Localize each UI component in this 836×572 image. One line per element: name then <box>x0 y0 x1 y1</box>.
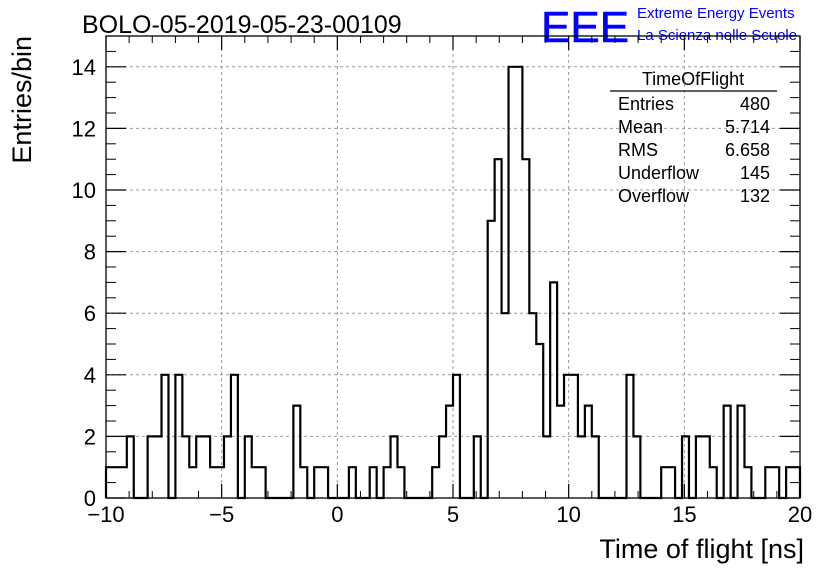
x-tick-label: 15 <box>672 502 696 527</box>
stats-row-value: 5.714 <box>725 117 770 137</box>
logo-line-1: Extreme Energy Events <box>637 5 795 22</box>
stats-row-value: 480 <box>740 94 770 114</box>
experiment-logo: EEE Extreme Energy Events La Scienza nel… <box>541 3 797 53</box>
y-tick-label: 4 <box>84 363 96 388</box>
stats-row-value: 132 <box>740 186 770 206</box>
stats-row-value: 6.658 <box>725 140 770 160</box>
y-tick-label: 10 <box>72 178 96 203</box>
y-tick-label: 14 <box>72 55 96 80</box>
stats-row-label: RMS <box>618 140 658 160</box>
x-tick-label: 0 <box>331 502 343 527</box>
stats-row-value: 145 <box>740 163 770 183</box>
stats-box: TimeOfFlight Entries 480 Mean 5.714 RMS 6.658… <box>610 69 777 206</box>
x-tick-label: 10 <box>556 502 580 527</box>
x-tick-label: 20 <box>788 502 812 527</box>
stats-title: TimeOfFlight <box>642 69 744 89</box>
x-tick-label: 5 <box>447 502 459 527</box>
x-axis-label: Time of flight [ns] <box>599 534 804 564</box>
y-tick-label: 12 <box>72 116 96 141</box>
y-tick-label: 0 <box>84 486 96 511</box>
histogram-outline <box>104 65 802 500</box>
grid <box>106 36 800 498</box>
y-tick-label: 6 <box>84 301 96 326</box>
stats-row-label: Mean <box>618 117 663 137</box>
stats-row-label: Entries <box>618 94 674 114</box>
x-tick-label: −10 <box>87 502 124 527</box>
chart-title: BOLO-05-2019-05-23-00109 <box>82 11 402 39</box>
logo-mark: EEE <box>541 3 629 52</box>
stats-rows: Entries 480 Mean 5.714 RMS 6.658 Underflow 145 O… <box>618 94 770 206</box>
histogram <box>104 65 802 500</box>
plot-frame <box>105 35 801 499</box>
y-tick-label: 8 <box>84 240 96 265</box>
y-axis-label: Entries/bin <box>7 36 37 164</box>
x-tick-label: −5 <box>209 502 234 527</box>
stats-row-label: Overflow <box>618 186 690 206</box>
axis-tick-labels: −10 −5 0 5 10 15 20 0 2 4 6 8 10 12 14 <box>72 55 813 527</box>
stats-row-label: Underflow <box>618 163 700 183</box>
y-tick-label: 2 <box>84 424 96 449</box>
